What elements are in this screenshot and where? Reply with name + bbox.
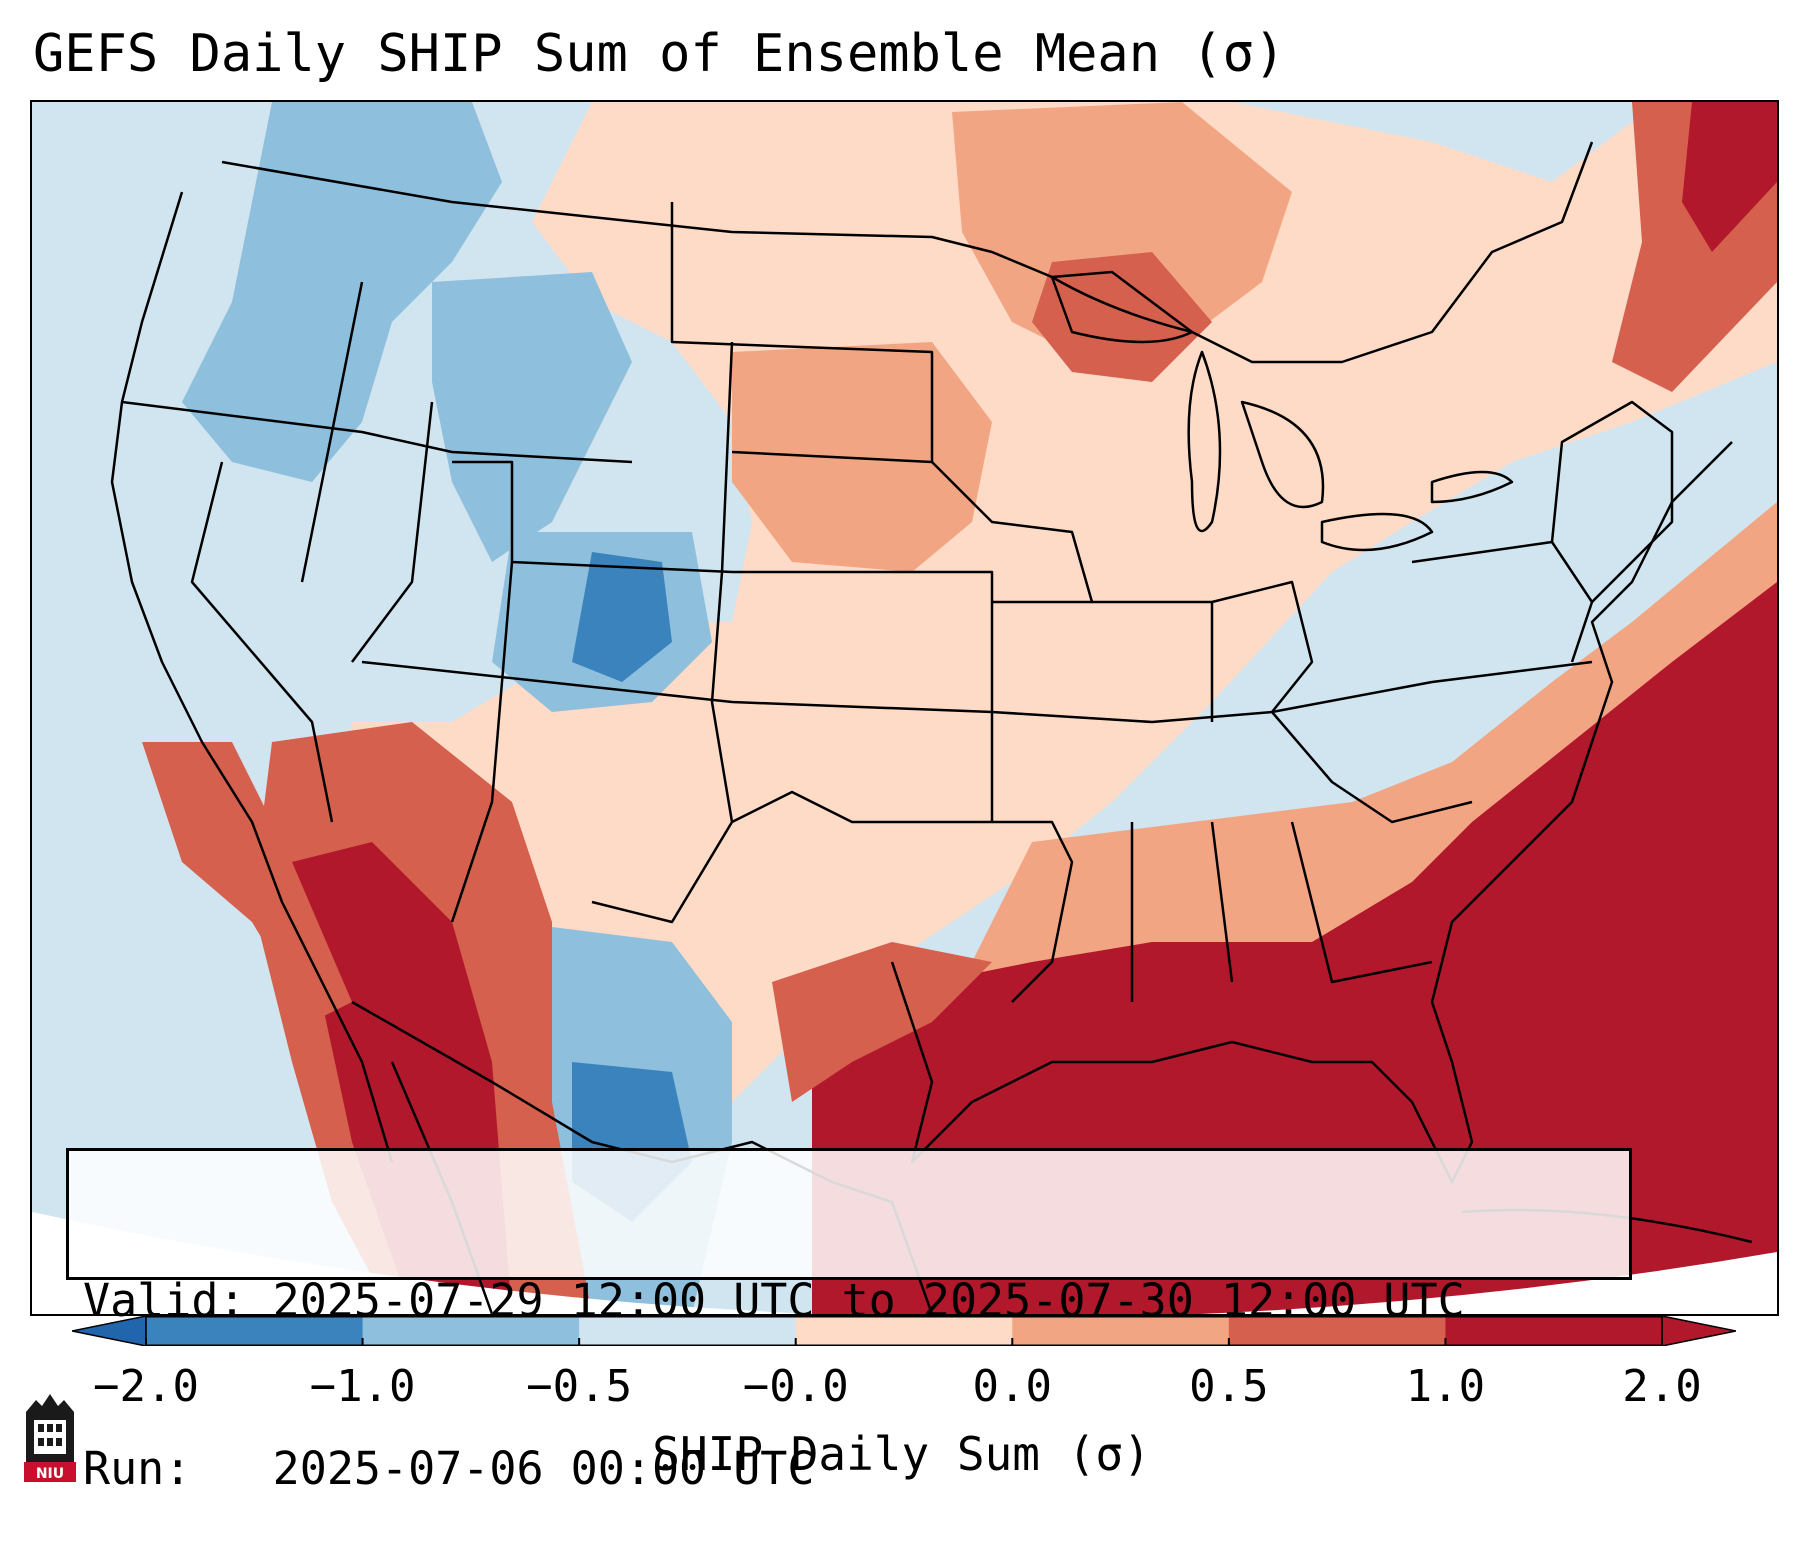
projection-edge xyxy=(32,1212,1777,1314)
colorbar-segment xyxy=(1228,1316,1446,1346)
colorbar-tick-label: 1.0 xyxy=(1405,1361,1486,1412)
anomaly-region-rockies xyxy=(432,272,632,562)
anomaly-region-texas-east xyxy=(772,942,992,1102)
colorbar-segment xyxy=(1445,1316,1663,1346)
colorbar-outline xyxy=(145,1316,1663,1346)
ship-anomaly-map xyxy=(32,102,1777,1314)
colorbar-tick-label: −0.5 xyxy=(526,1361,633,1412)
colorbar-segment xyxy=(362,1316,580,1346)
colorbar-under-extension xyxy=(72,1316,147,1346)
anomaly-region-superior xyxy=(1032,252,1212,382)
anomaly-region-maine-coast-dark xyxy=(1682,102,1777,252)
colorbar-tick-label: −2.0 xyxy=(93,1361,199,1412)
niu-logo-icon: NIU xyxy=(24,1394,76,1482)
niu-logo-text: NIU xyxy=(36,1466,64,1482)
colorbar-segment xyxy=(146,1316,364,1346)
colorbar-tick-label: 2.0 xyxy=(1622,1361,1702,1412)
colorbar-segment xyxy=(579,1316,797,1346)
colorbar-tick-label: 0.5 xyxy=(1189,1361,1269,1412)
anomaly-region-colorado-core xyxy=(572,552,672,682)
colorbar-over-extension xyxy=(1661,1316,1736,1346)
colorbar xyxy=(72,1316,1736,1346)
anomaly-region-gulf-atlantic xyxy=(812,582,1777,1314)
colorbar-label: SHIP Daily Sum (σ) xyxy=(652,1427,1151,1481)
run-time-text: Run: 2025-07-06 00:00 UTC xyxy=(83,1442,815,1495)
valid-run-info-box: Valid: 2025-07-29 12:00 UTC to 2025-07-3… xyxy=(66,1148,1632,1495)
colorbar-tick-label: −0.0 xyxy=(742,1361,849,1412)
anomaly-region-baja-coast xyxy=(142,742,352,1022)
map-panel xyxy=(30,100,1779,1316)
page-title: GEFS Daily SHIP Sum of Ensemble Mean (σ) xyxy=(33,24,1286,84)
anomaly-region-ontario xyxy=(952,102,1292,362)
anomaly-region-dakotas xyxy=(732,342,992,572)
colorbar-segment xyxy=(1012,1316,1230,1346)
colorbar-tick-label: −1.0 xyxy=(309,1361,416,1412)
colorbar-segment xyxy=(795,1316,1013,1346)
colorbar-tick-label: 0.0 xyxy=(972,1361,1053,1412)
